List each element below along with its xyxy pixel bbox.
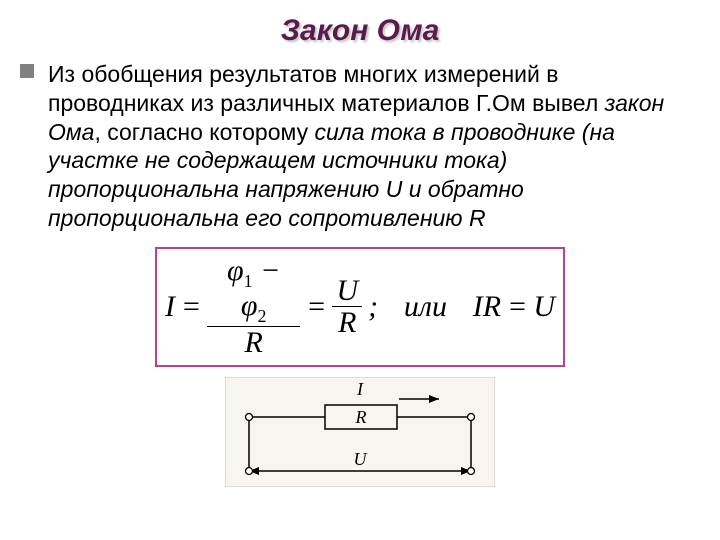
sym-r2: R	[334, 307, 360, 339]
fraction-phi: φ1 − φ2 R	[207, 255, 300, 359]
svg-text:U: U	[354, 449, 368, 469]
var-r: R	[469, 205, 486, 231]
sym-eq3: =	[507, 290, 527, 324]
text-run: , согласно которому	[94, 119, 314, 145]
circuit-svg: IR U	[225, 377, 495, 487]
var-u: U	[386, 176, 403, 202]
formula-box: I = φ1 − φ2 R = U R ; или IR = U	[155, 247, 565, 367]
sym-minus: −	[260, 254, 280, 287]
slide-title: Закон Ома	[0, 0, 720, 56]
ohms-law-formula: I = φ1 − φ2 R = U R ; или IR = U	[165, 255, 555, 359]
paragraph: Из обобщения результатов многих измерени…	[48, 60, 692, 233]
text-or: или	[404, 290, 447, 324]
content-area: Из обобщения результатов многих измерени…	[0, 56, 720, 233]
sym-semicolon: ;	[368, 290, 378, 324]
sub2: 2	[258, 306, 267, 326]
svg-text:R: R	[355, 407, 367, 427]
fraction-ur: U R	[332, 275, 362, 339]
svg-text:I: I	[356, 379, 364, 399]
text-run: Из обобщения результатов многих измерени…	[48, 61, 605, 116]
circuit-diagram: IR U	[0, 377, 720, 492]
bullet-icon	[20, 64, 34, 78]
sym-phi1: φ	[227, 254, 244, 287]
sub1: 1	[244, 271, 253, 291]
sym-eq2: =	[306, 290, 326, 324]
sym-uf: U	[533, 290, 555, 324]
sym-ir: IR	[473, 290, 501, 324]
sym-i: I	[165, 290, 175, 324]
sym-r1: R	[241, 327, 267, 359]
sym-u: U	[332, 275, 362, 308]
sym-phi2: φ	[241, 289, 258, 322]
sym-eq: =	[181, 290, 201, 324]
